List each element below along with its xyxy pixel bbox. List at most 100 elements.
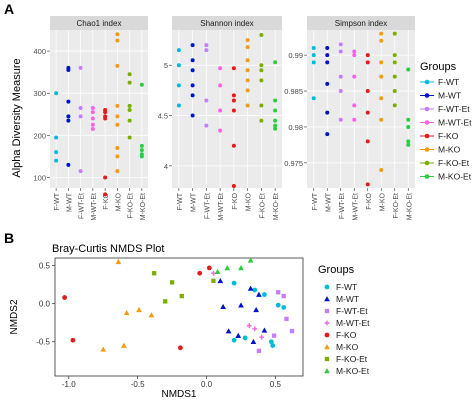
alpha-point-M-WT bbox=[66, 68, 71, 73]
nmds-point-F-WT bbox=[268, 339, 274, 345]
alpha-point-M-KO-Et bbox=[139, 82, 144, 87]
x-tick-label: F-WT bbox=[54, 192, 61, 210]
x-tick-label: M-WT-Et bbox=[218, 193, 225, 221]
legend-label: F-WT bbox=[336, 282, 357, 292]
alpha-point-F-KO-Et bbox=[259, 63, 264, 68]
alpha-point-F-KO-Et bbox=[127, 103, 132, 108]
facet-1: Chao1 index 100 200 300 400 F-WT M-WT F-WT-Et M-… bbox=[33, 16, 148, 221]
alpha-point-M-KO bbox=[115, 103, 120, 108]
alpha-point-F-KO-Et bbox=[127, 80, 132, 85]
alpha-point-M-KO-Et bbox=[273, 123, 278, 128]
alpha-point-M-WT bbox=[190, 93, 195, 98]
x-tick-label: M-KO bbox=[246, 192, 253, 211]
alpha-point-M-WT-Et bbox=[90, 116, 95, 121]
alpha-point-F-KO-Et bbox=[259, 78, 264, 83]
alpha-point-M-KO bbox=[115, 145, 120, 150]
nmds-point-M-KO bbox=[148, 312, 155, 318]
alpha-point-M-KO bbox=[379, 74, 384, 79]
alpha-point-M-WT-Et bbox=[352, 103, 357, 108]
x-tick-label: F-WT-Et bbox=[339, 193, 346, 219]
y-tick-label: 4 bbox=[164, 162, 168, 171]
alpha-point-M-KO-Et bbox=[406, 142, 411, 147]
alpha-point-F-WT bbox=[176, 63, 181, 68]
facet-panel-bg bbox=[50, 30, 148, 188]
x-tick-label: M-KO-Et bbox=[140, 193, 147, 220]
legend-item: F-KO-Et bbox=[420, 158, 470, 168]
alpha-point-M-KO-Et bbox=[273, 60, 278, 65]
alpha-point-M-KO-Et bbox=[406, 124, 411, 129]
nmds-panel-bg bbox=[54, 257, 304, 377]
panel-b-legend: F-WT M-WT F-WT-Et M-WT-Et F-KO M-KO F-KO-Et M-K… bbox=[324, 282, 370, 376]
legend-label: M-WT bbox=[438, 91, 461, 101]
legend-label: M-KO-Et bbox=[336, 366, 370, 376]
x-tick-label: M-WT-Et bbox=[352, 193, 359, 221]
alpha-point-M-KO bbox=[115, 114, 120, 119]
alpha-point-M-KO bbox=[115, 38, 120, 43]
legend-label: M-KO-Et bbox=[438, 172, 472, 182]
alpha-point-M-KO bbox=[379, 31, 384, 36]
panel-a-y-axis-label: Alpha Diversity Measure bbox=[11, 58, 23, 177]
legend-label: F-KO bbox=[438, 131, 459, 141]
legend-item: F-WT bbox=[420, 77, 459, 87]
x-tick-label: F-KO bbox=[232, 192, 239, 209]
facet-panel-bg bbox=[172, 30, 282, 188]
nmds-x-tick-label: -0.5 bbox=[131, 380, 145, 389]
y-tick-label: 0.99 bbox=[288, 51, 303, 60]
alpha-point-M-WT bbox=[325, 53, 330, 58]
alpha-point-M-KO-Et bbox=[139, 143, 144, 148]
panel-b-tag: B bbox=[4, 230, 14, 246]
facet-strip bbox=[172, 16, 282, 30]
alpha-point-M-WT bbox=[190, 113, 195, 118]
nmds-point-F-KO bbox=[206, 265, 212, 271]
nmds-point-M-WT bbox=[238, 302, 244, 308]
alpha-point-M-WT bbox=[190, 68, 195, 73]
nmds-point-M-WT bbox=[235, 332, 242, 338]
alpha-point-F-WT bbox=[54, 158, 59, 163]
nmds-point-F-WT-Et bbox=[284, 316, 289, 322]
legend-key bbox=[424, 133, 430, 139]
alpha-point-M-KO-Et bbox=[273, 98, 278, 103]
nmds-point-F-WT bbox=[242, 335, 248, 341]
alpha-point-M-WT-Et bbox=[90, 127, 95, 132]
alpha-point-M-KO-Et bbox=[406, 117, 411, 122]
alpha-point-F-WT bbox=[311, 60, 316, 65]
legend-label: M-WT-Et bbox=[438, 118, 472, 128]
alpha-point-M-WT bbox=[66, 99, 71, 104]
alpha-point-F-WT bbox=[311, 53, 316, 58]
panel-b-title: Bray-Curtis NMDS Plot bbox=[52, 243, 164, 255]
x-tick-label: F-KO bbox=[366, 192, 373, 209]
alpha-point-M-KO bbox=[115, 169, 120, 174]
nmds-point-F-KO bbox=[197, 270, 203, 276]
legend-label: F-KO-Et bbox=[438, 158, 470, 168]
nmds-point-F-KO-Et bbox=[169, 280, 175, 285]
facet-3: Simpson index 0.975 0.98 0.985 0.99 F-WT M-WT F… bbox=[284, 16, 415, 221]
alpha-point-F-KO-Et bbox=[259, 118, 264, 123]
alpha-point-M-WT bbox=[325, 81, 330, 86]
legend-item: M-WT-Et bbox=[420, 118, 472, 128]
x-tick-label: F-KO-Et bbox=[128, 193, 135, 219]
alpha-point-F-WT-Et bbox=[78, 65, 83, 70]
legend-label: M-WT-Et bbox=[336, 318, 370, 328]
legend-item: F-WT bbox=[324, 282, 357, 292]
alpha-point-M-KO bbox=[115, 122, 120, 127]
alpha-point-M-KO-Et bbox=[406, 67, 411, 72]
alpha-point-M-WT bbox=[190, 43, 195, 48]
alpha-point-F-WT bbox=[311, 45, 316, 50]
nmds-point-F-WT bbox=[231, 337, 237, 343]
nmds-point-M-KO-Et bbox=[214, 268, 221, 275]
y-tick-label: 0.985 bbox=[284, 87, 303, 96]
nmds-point-F-KO-Et bbox=[163, 299, 168, 304]
legend-key bbox=[424, 79, 430, 85]
legend-item: F-KO-Et bbox=[324, 354, 368, 364]
legend-key bbox=[324, 356, 330, 362]
alpha-point-F-KO bbox=[231, 93, 236, 98]
nmds-point-F-KO-Et bbox=[179, 293, 184, 299]
nmds-point-M-WT bbox=[220, 303, 226, 310]
x-tick-label: F-KO-Et bbox=[259, 193, 266, 219]
alpha-point-F-KO bbox=[231, 183, 236, 188]
nmds-axes: -1.0 -0.5 0.0 0.5 -0.5 0.0 0.5 bbox=[36, 262, 281, 389]
x-tick-label: M-KO bbox=[379, 192, 386, 211]
alpha-point-F-WT-Et bbox=[204, 43, 209, 48]
alpha-point-M-WT-Et bbox=[218, 128, 223, 133]
alpha-point-F-WT bbox=[54, 150, 59, 155]
